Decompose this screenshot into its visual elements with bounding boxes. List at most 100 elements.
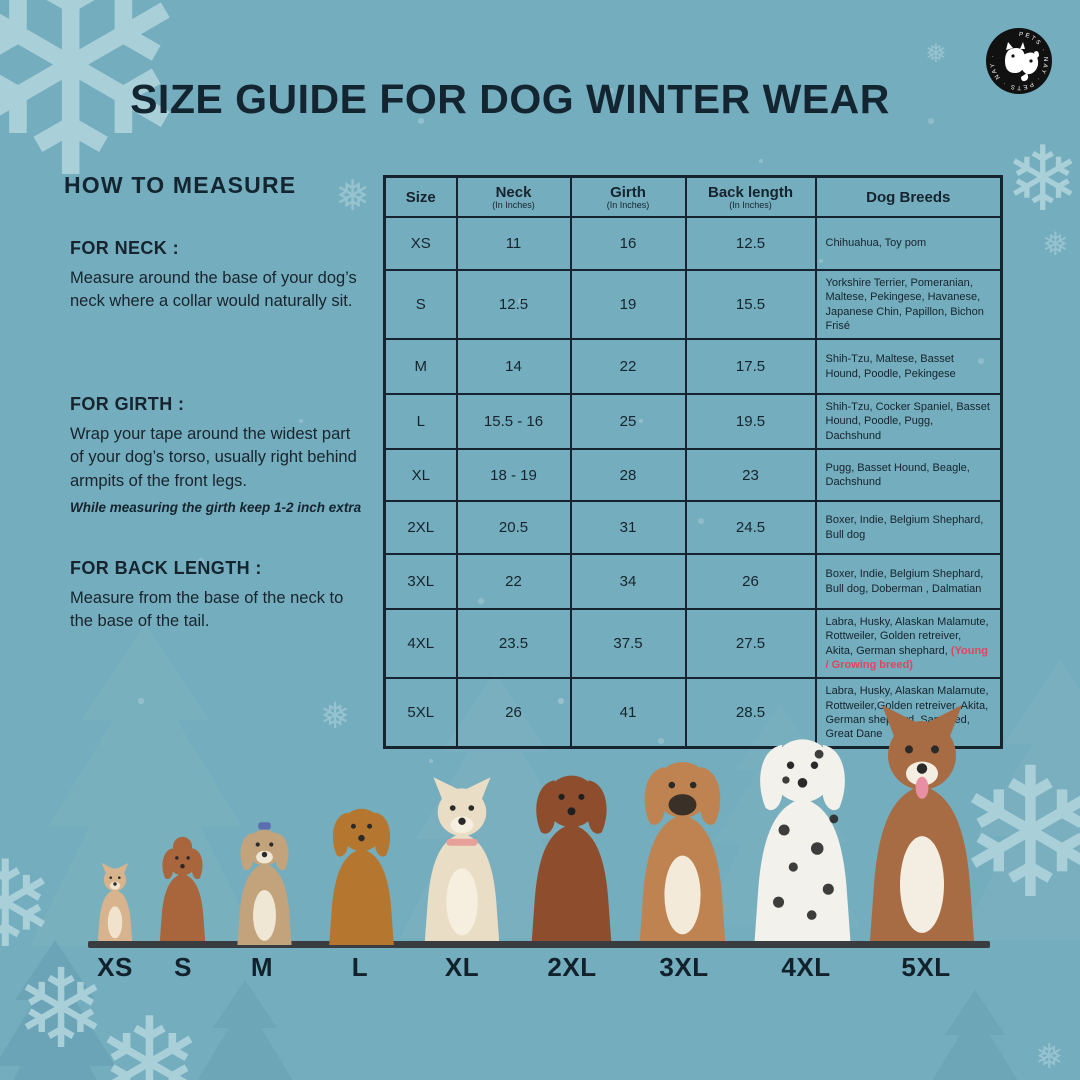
cell-back-length: 19.5: [684, 393, 817, 451]
section-text: Wrap your tape around the widest part of…: [70, 425, 357, 490]
snowflake-icon: ❄: [95, 992, 204, 1080]
pine-tree-icon: [0, 940, 116, 1080]
col-header-size: Size: [383, 175, 458, 218]
cell-size: XL: [383, 448, 458, 503]
dog-photo-indie-dog: [412, 773, 512, 941]
breeds-highlight: (Young / Growing breed): [825, 644, 988, 671]
table-row: M 14 22 17.5 Shih-Tzu, Maltese, Basset H…: [383, 338, 1003, 396]
page-title: SIZE GUIDE FOR DOG WINTER WEAR: [130, 76, 890, 122]
lineup-label-3xl: 3XL: [659, 952, 709, 982]
cell-breeds: Shih-Tzu, Maltese, Basset Hound, Poodle,…: [814, 338, 1003, 396]
snowflake-icon: ❅: [1035, 1038, 1064, 1076]
cell-girth: 16: [569, 216, 687, 271]
cell-breeds: Boxer, Indie, Belgium Shephard, Bull dog: [814, 500, 1003, 556]
section-text: Measure from the base of the neck to the…: [70, 589, 344, 631]
cell-girth: 41: [569, 677, 687, 749]
pine-tree-icon: [960, 660, 1080, 940]
dog-photo-cocker-spaniel: [318, 795, 405, 945]
cell-neck: 20.5: [455, 500, 572, 556]
dog-icon: [1020, 51, 1039, 82]
measure-section-neck: FOR NECK : Measure around the base of yo…: [70, 238, 362, 314]
cell-size: 5XL: [383, 677, 458, 749]
cell-neck: 12.5: [455, 268, 572, 341]
cell-girth: 31: [569, 500, 687, 556]
section-text: Measure around the base of your dog’s ne…: [70, 269, 357, 311]
snowflake-icon: ❅: [320, 695, 351, 736]
cell-back-length: 28.5: [684, 677, 817, 749]
cell-girth: 28: [569, 448, 687, 503]
snowflake-icon: ❄: [1005, 130, 1080, 230]
cell-girth: 19: [569, 268, 687, 341]
col-header-dog-breeds: Dog Breeds: [814, 175, 1003, 218]
cell-neck: 11: [455, 216, 572, 271]
dog-photo-husky: [852, 699, 992, 941]
table-row: XS 11 16 12.5 Chihuahua, Toy pom: [383, 216, 1003, 271]
cell-girth: 22: [569, 338, 687, 396]
dog-photo-chihuahua: [92, 861, 138, 941]
dog-photo-toy-poodle: [152, 836, 213, 941]
lineup-label-xl: XL: [444, 952, 480, 982]
table-row: 2XL 20.5 31 24.5 Boxer, Indie, Belgium S…: [383, 500, 1003, 556]
measure-section-girth: FOR GIRTH : Wrap your tape around the wi…: [70, 394, 362, 515]
lineup-baseline: [88, 941, 990, 948]
cell-neck: 22: [455, 553, 572, 611]
lineup-label-l: L: [351, 952, 369, 982]
cell-back-length: 24.5: [684, 500, 817, 556]
section-label: FOR GIRTH :: [70, 394, 185, 414]
lineup-label-2xl: 2XL: [547, 952, 597, 982]
cell-back-length: 15.5: [684, 268, 817, 341]
cell-size: 3XL: [383, 553, 458, 611]
cell-neck: 14: [455, 338, 572, 396]
cell-back-length: 23: [684, 448, 817, 503]
cell-size: M: [383, 338, 458, 396]
col-header-girth: Girth (In Inches): [569, 175, 687, 218]
section-label: FOR NECK :: [70, 238, 179, 258]
lineup-label-xs: XS: [97, 952, 133, 982]
cell-size: 2XL: [383, 500, 458, 556]
dog-photo-brown-mixed-breed: [518, 759, 625, 941]
table-row: L 15.5 - 16 25 19.5 Shih-Tzu, Cocker Spa…: [383, 393, 1003, 451]
table-row: 5XL 26 41 28.5 Labra, Husky, Alaskan Mal…: [383, 677, 1003, 749]
section-label: FOR BACK LENGTH :: [70, 558, 262, 578]
snow-speckles: [0, 0, 2, 2]
table-row: 3XL 22 34 26 Boxer, Indie, Belgium Sheph…: [383, 553, 1003, 611]
cell-back-length: 26: [684, 553, 817, 611]
girth-note: While measuring the girth keep 1-2 inch …: [70, 500, 362, 516]
snowflake-icon: ❅: [1042, 226, 1069, 262]
pine-tree-icon: [197, 980, 293, 1080]
cell-size: 4XL: [383, 608, 458, 680]
how-to-measure-panel: HOW TO MEASURE FOR NECK : Measure around…: [64, 172, 364, 630]
table-row: 4XL 23.5 37.5 27.5 Labra, Husky, Alaskan…: [383, 608, 1003, 680]
lineup-label-5xl: 5XL: [901, 952, 951, 982]
pine-tree-icon: [932, 990, 1018, 1080]
table-row: XL 18 - 19 28 23 Pugg, Basset Hound, Bea…: [383, 448, 1003, 503]
cell-neck: 23.5: [455, 608, 572, 680]
snowflake-icon: ❄: [0, 0, 197, 238]
snowflake-icon: ❅: [335, 172, 371, 219]
how-to-measure-heading: HOW TO MEASURE: [64, 172, 297, 198]
snowflake-icon: ❄: [955, 734, 1080, 935]
pine-tree-icon: [30, 624, 260, 946]
cell-size: S: [383, 268, 458, 341]
cell-back-length: 17.5: [684, 338, 817, 396]
cell-breeds: Pugg, Basset Hound, Beagle, Dachshund: [814, 448, 1003, 503]
cell-size: L: [383, 393, 458, 451]
table-row: S 12.5 19 15.5 Yorkshire Terrier, Pomera…: [383, 268, 1003, 341]
cell-breeds: Shih-Tzu, Cocker Spaniel, Basset Hound, …: [814, 393, 1003, 451]
brand-logo: PETS · NAY · PETS · NAY ·: [986, 28, 1052, 94]
cell-back-length: 12.5: [684, 216, 817, 271]
measure-section-back-length: FOR BACK LENGTH : Measure from the base …: [70, 558, 362, 634]
dog-photo-boxer: [625, 744, 740, 941]
cell-size: XS: [383, 216, 458, 271]
snowflake-icon: ❅: [925, 38, 947, 68]
cell-breeds: Chihuahua, Toy pom: [814, 216, 1003, 271]
dog-photo-dalmatian: [738, 719, 867, 941]
cell-girth: 37.5: [569, 608, 687, 680]
size-table: Size Neck (In Inches) Girth (In Inches) Ba…: [383, 175, 1003, 750]
lineup-label-4xl: 4XL: [781, 952, 831, 982]
cell-neck: 26: [455, 677, 572, 749]
cat-icon: [1005, 42, 1025, 73]
cell-back-length: 27.5: [684, 608, 817, 680]
table-header-row: Size Neck (In Inches) Girth (In Inches) Ba…: [383, 175, 1003, 218]
